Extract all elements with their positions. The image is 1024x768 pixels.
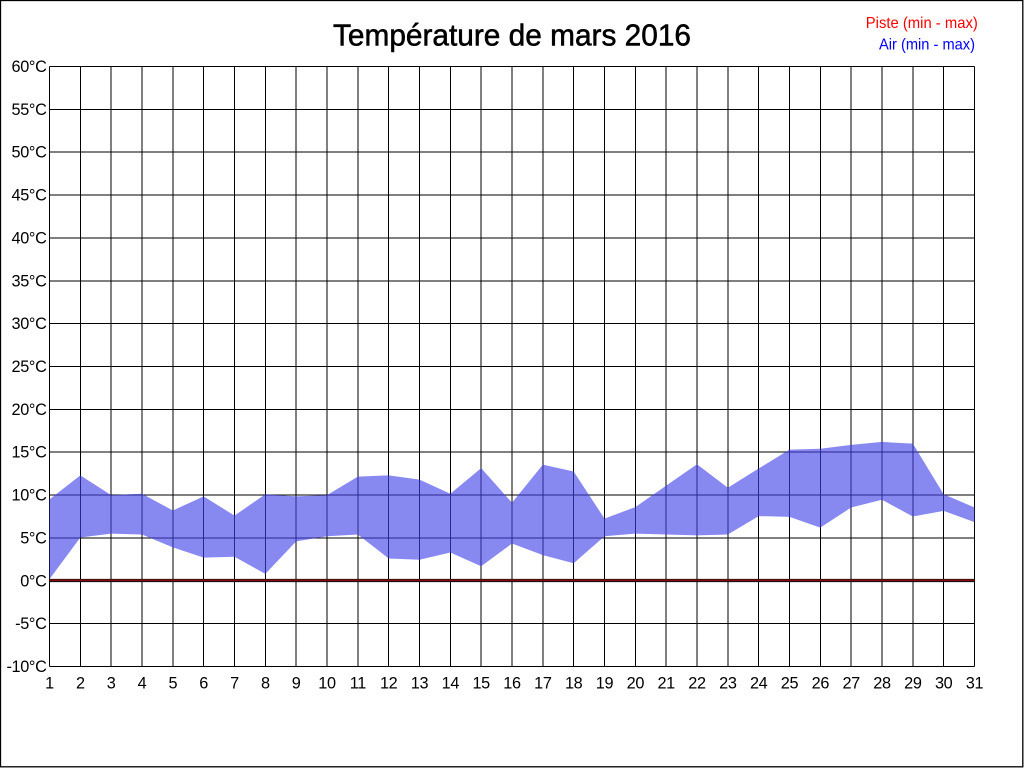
svg-text:-10°C: -10°C — [6, 658, 47, 676]
svg-text:50°C: 50°C — [12, 144, 48, 162]
svg-text:27: 27 — [842, 675, 860, 693]
svg-text:45°C: 45°C — [12, 187, 48, 205]
svg-text:5: 5 — [168, 675, 177, 693]
svg-text:11: 11 — [350, 675, 366, 693]
svg-text:9: 9 — [292, 675, 301, 693]
svg-text:21: 21 — [657, 675, 675, 693]
svg-text:29: 29 — [904, 675, 922, 693]
svg-text:8: 8 — [261, 675, 270, 693]
svg-text:25: 25 — [781, 675, 799, 693]
svg-text:10: 10 — [318, 675, 336, 693]
svg-text:5°C: 5°C — [20, 529, 47, 547]
svg-text:6: 6 — [199, 675, 208, 693]
svg-text:30: 30 — [935, 675, 953, 693]
svg-text:16: 16 — [503, 675, 521, 693]
svg-text:4: 4 — [138, 675, 147, 693]
svg-text:10°C: 10°C — [12, 487, 48, 505]
svg-text:-5°C: -5°C — [15, 615, 47, 633]
svg-text:15: 15 — [472, 675, 490, 693]
svg-text:1: 1 — [45, 675, 54, 693]
svg-text:60°C: 60°C — [12, 58, 48, 76]
svg-text:0°C: 0°C — [20, 572, 47, 590]
svg-text:18: 18 — [565, 675, 583, 693]
svg-text:40°C: 40°C — [12, 229, 48, 247]
svg-text:55°C: 55°C — [12, 101, 48, 119]
svg-text:22: 22 — [688, 675, 706, 693]
svg-text:25°C: 25°C — [12, 358, 48, 376]
svg-text:31: 31 — [966, 675, 984, 693]
svg-text:2: 2 — [76, 675, 85, 693]
svg-text:15°C: 15°C — [12, 444, 48, 462]
svg-text:23: 23 — [719, 675, 737, 693]
svg-text:20: 20 — [627, 675, 645, 693]
svg-text:Température de mars 2016: Température de mars 2016 — [333, 18, 691, 53]
svg-text:28: 28 — [873, 675, 891, 693]
svg-text:7: 7 — [230, 675, 239, 693]
svg-text:24: 24 — [750, 675, 768, 693]
svg-text:20°C: 20°C — [12, 401, 48, 419]
svg-text:3: 3 — [107, 675, 116, 693]
svg-text:35°C: 35°C — [12, 272, 48, 290]
svg-text:Air (min - max): Air (min - max) — [879, 36, 975, 53]
svg-text:14: 14 — [442, 675, 460, 693]
svg-text:Piste (min - max): Piste (min - max) — [866, 15, 978, 32]
svg-text:26: 26 — [812, 675, 830, 693]
svg-text:13: 13 — [411, 675, 429, 693]
svg-text:19: 19 — [596, 675, 614, 693]
svg-text:17: 17 — [534, 675, 552, 693]
svg-text:12: 12 — [380, 675, 398, 693]
svg-text:30°C: 30°C — [12, 315, 48, 333]
